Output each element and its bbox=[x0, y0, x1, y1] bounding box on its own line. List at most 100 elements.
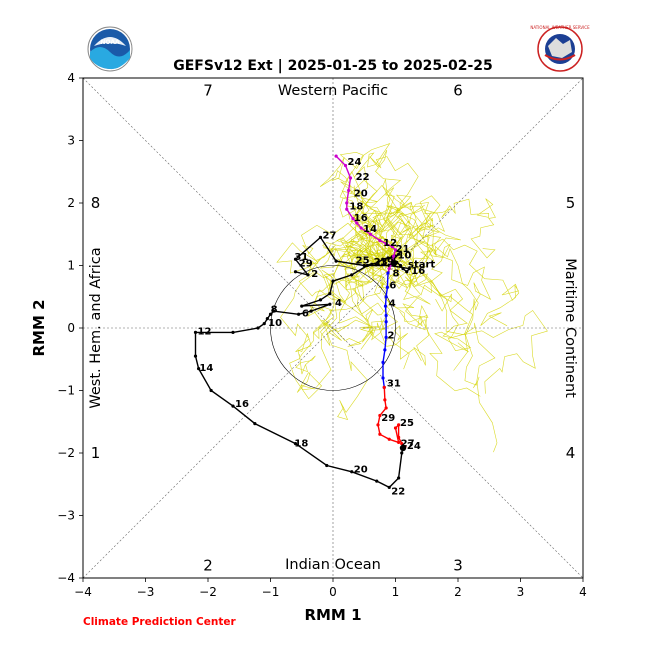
day-label: 12 bbox=[198, 327, 212, 338]
trajectory-point bbox=[193, 354, 198, 358]
x-tick-label: 2 bbox=[454, 585, 462, 599]
phase-label: 6 bbox=[453, 82, 463, 100]
trajectory-point bbox=[407, 267, 411, 271]
start-marker bbox=[390, 260, 398, 267]
day-label: 6 bbox=[389, 280, 396, 291]
trajectory-point bbox=[359, 226, 363, 230]
y-tick-label: −1 bbox=[57, 384, 75, 398]
x-tick-label: 4 bbox=[579, 585, 587, 599]
trajectory-point bbox=[293, 442, 298, 446]
ensemble-line bbox=[387, 201, 452, 312]
ensemble-members bbox=[276, 143, 548, 453]
trajectory-point bbox=[328, 292, 332, 296]
trajectory-point bbox=[375, 479, 379, 483]
ensemble-line bbox=[323, 250, 387, 347]
day-label: 4 bbox=[389, 298, 396, 309]
day-label: 25 bbox=[400, 418, 414, 429]
region-label-right: Maritime Continent bbox=[562, 258, 578, 398]
day-label: 4 bbox=[335, 298, 342, 309]
x-tick-label: −2 bbox=[199, 585, 217, 599]
trajectory-point bbox=[378, 432, 382, 436]
ensemble-line bbox=[383, 194, 480, 386]
trajectory-point bbox=[393, 248, 398, 252]
trajectory-point bbox=[397, 423, 401, 427]
x-tick-label: −4 bbox=[74, 585, 92, 599]
trajectory-point bbox=[300, 304, 304, 308]
noaa-logo-text: NOAA bbox=[100, 39, 120, 46]
trajectory-point bbox=[387, 485, 391, 489]
trajectory-point bbox=[193, 330, 198, 334]
day-label: 24 bbox=[348, 157, 362, 168]
x-tick-label: −1 bbox=[262, 585, 280, 599]
x-axis-label: RMM 1 bbox=[304, 606, 361, 624]
ensemble-line bbox=[382, 238, 520, 327]
day-label: 23 bbox=[374, 257, 388, 268]
trajectory-point bbox=[262, 322, 266, 326]
phase-label: 3 bbox=[453, 557, 463, 575]
ensemble-line bbox=[339, 143, 391, 257]
end-marker bbox=[399, 444, 407, 452]
grid-line-diagonal bbox=[82, 77, 584, 579]
trajectory-point bbox=[397, 435, 401, 439]
trajectory-point bbox=[343, 163, 348, 168]
trajectory-point bbox=[397, 252, 401, 256]
trajectory-point bbox=[347, 188, 351, 193]
trajectory-point bbox=[383, 348, 387, 352]
day-label: 6 bbox=[302, 308, 309, 319]
trajectory-point bbox=[265, 317, 269, 321]
day-label: 25 bbox=[356, 255, 370, 266]
trajectory-point bbox=[386, 271, 390, 275]
y-axis-label: RMM 2 bbox=[30, 299, 48, 356]
trajectory-point bbox=[392, 254, 396, 258]
trajectory-point bbox=[405, 270, 409, 274]
day-label: 19 bbox=[380, 257, 394, 268]
trajectory-point bbox=[231, 330, 235, 334]
trajectory-point bbox=[350, 273, 354, 277]
trajectory-point bbox=[384, 320, 388, 324]
trajectory-point bbox=[334, 259, 338, 263]
trajectory-point bbox=[376, 423, 380, 427]
day-label: 14 bbox=[199, 363, 213, 374]
trajectory-point bbox=[268, 312, 273, 316]
trajectory-point bbox=[400, 451, 404, 455]
trajectory-point bbox=[306, 273, 310, 277]
credit-text: Climate Prediction Center bbox=[83, 616, 236, 628]
trajectory-point bbox=[387, 267, 391, 271]
day-label: 12 bbox=[383, 238, 397, 249]
y-tick-label: −2 bbox=[57, 446, 75, 460]
noaa-logo: NOAA bbox=[87, 26, 133, 72]
y-tick-label: 1 bbox=[67, 259, 75, 273]
day-label: 8 bbox=[393, 268, 400, 279]
trajectory-point bbox=[401, 267, 405, 271]
start-label: start bbox=[408, 259, 435, 270]
day-label: 31 bbox=[387, 378, 401, 389]
region-label-top: Western Pacific bbox=[278, 83, 388, 99]
trajectory-point bbox=[378, 238, 382, 243]
trajectory-point bbox=[256, 326, 260, 330]
ensemble-line bbox=[276, 225, 428, 331]
trajectory-point bbox=[318, 235, 323, 239]
day-label: 27 bbox=[401, 438, 415, 449]
nws-logo: NATIONAL WEATHER SERVICE bbox=[530, 25, 590, 72]
trajectory-point bbox=[318, 298, 323, 302]
day-label: 31 bbox=[294, 252, 308, 263]
day-label: 18 bbox=[349, 202, 363, 213]
trajectory-point bbox=[381, 360, 385, 364]
y-tick-label: 2 bbox=[67, 196, 75, 210]
trajectory-point bbox=[272, 309, 276, 313]
region-label-bottom: Indian Ocean bbox=[285, 557, 381, 573]
x-tick-label: 1 bbox=[392, 585, 400, 599]
day-label: 16 bbox=[411, 266, 425, 277]
y-tick-label: −3 bbox=[57, 509, 75, 523]
trajectory-point bbox=[376, 260, 380, 264]
day-label: 8 bbox=[271, 305, 278, 316]
day-label: 16 bbox=[235, 399, 249, 410]
day-label: 18 bbox=[294, 438, 308, 449]
day-label: 2 bbox=[388, 330, 395, 341]
trajectory-point bbox=[385, 285, 389, 289]
ensemble-line bbox=[363, 187, 492, 313]
trajectory-point bbox=[383, 304, 388, 308]
day-label: 21 bbox=[396, 244, 410, 255]
